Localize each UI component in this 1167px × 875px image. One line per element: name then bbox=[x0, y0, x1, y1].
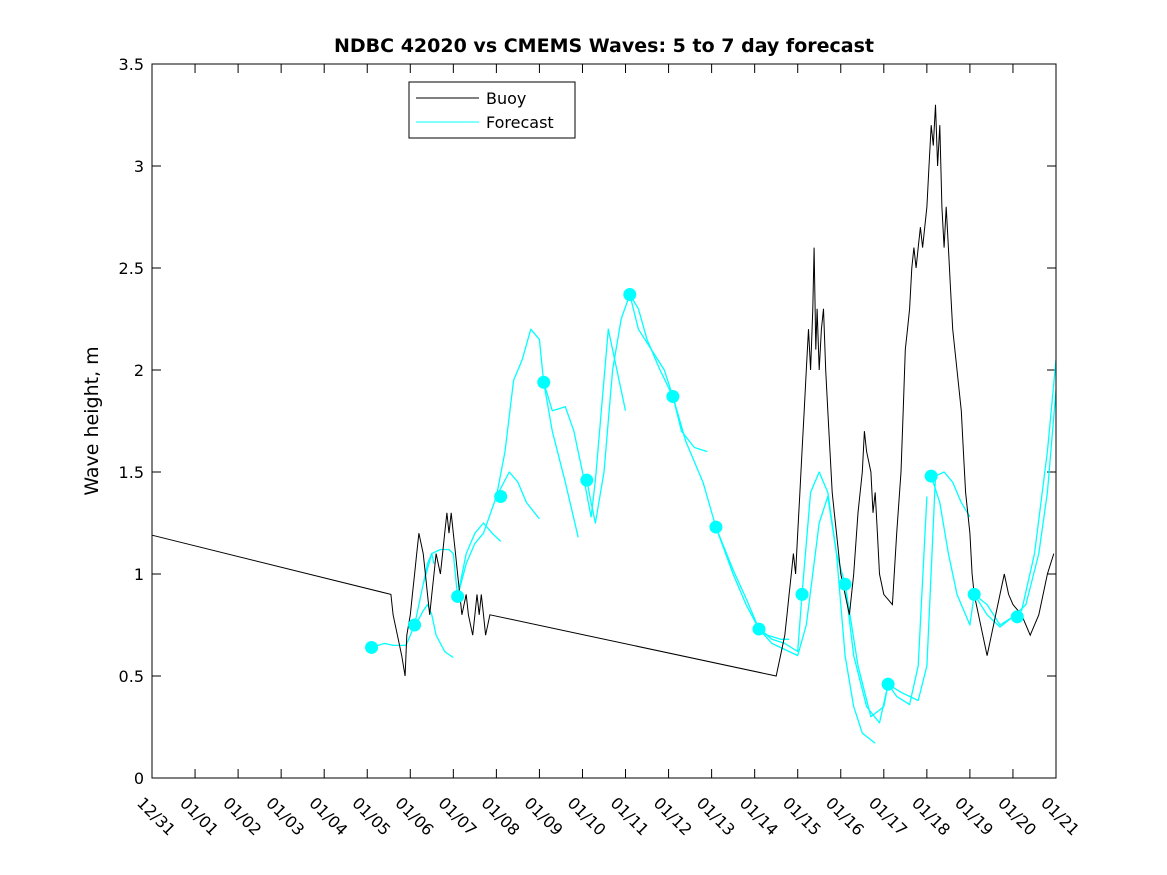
forecast-marker bbox=[709, 520, 723, 534]
forecast-marker bbox=[666, 390, 680, 404]
buoy-series-line bbox=[151, 104, 1055, 677]
forecast-marker bbox=[580, 473, 594, 487]
forecast-marker bbox=[537, 375, 551, 389]
plot-area bbox=[152, 64, 1056, 778]
forecast-series-line bbox=[586, 293, 708, 524]
forecast-marker bbox=[408, 618, 422, 632]
y-tick-label: 3 bbox=[134, 157, 144, 176]
forecast-marker bbox=[881, 677, 895, 691]
y-tick-label: 0 bbox=[134, 769, 144, 788]
y-axis-label: Wave height, m bbox=[81, 346, 103, 495]
legend-box bbox=[408, 81, 576, 139]
forecast-series-line bbox=[543, 328, 627, 518]
forecast-marker bbox=[1010, 610, 1024, 624]
y-tick-label: 1 bbox=[134, 565, 144, 584]
legend-forecast-label: Forecast bbox=[486, 113, 554, 132]
forecast-series-line bbox=[715, 495, 876, 744]
forecast-marker bbox=[967, 587, 981, 601]
forecast-marker bbox=[623, 288, 637, 302]
legend: Buoy Forecast bbox=[408, 81, 576, 139]
forecast-series-line bbox=[844, 471, 971, 718]
y-tick-labels: 0 0.5 1 1.5 2 2.5 3 3.5 bbox=[119, 55, 144, 788]
y-tick-label: 3.5 bbox=[119, 55, 144, 74]
series-layer bbox=[151, 104, 1057, 744]
forecast-marker bbox=[838, 577, 852, 591]
forecast-series-line bbox=[930, 359, 1057, 626]
y-tick-label: 2 bbox=[134, 361, 144, 380]
forecast-series-line bbox=[758, 471, 928, 724]
chart-title: NDBC 42020 vs CMEMS Waves: 5 to 7 day fo… bbox=[334, 35, 874, 57]
forecast-marker bbox=[451, 589, 465, 603]
forecast-marker bbox=[365, 640, 379, 654]
legend-buoy-label: Buoy bbox=[486, 89, 526, 108]
y-tick-label: 2.5 bbox=[119, 259, 144, 278]
forecast-marker bbox=[752, 622, 766, 636]
y-tick-label: 1.5 bbox=[119, 463, 144, 482]
forecast-marker bbox=[795, 587, 809, 601]
forecast-marker bbox=[494, 489, 508, 503]
axes-box bbox=[151, 63, 1057, 779]
forecast-series-line bbox=[973, 390, 1057, 628]
forecast-marker bbox=[924, 469, 938, 483]
y-tick-label: 0.5 bbox=[119, 667, 144, 686]
forecast-series-line bbox=[495, 328, 579, 538]
